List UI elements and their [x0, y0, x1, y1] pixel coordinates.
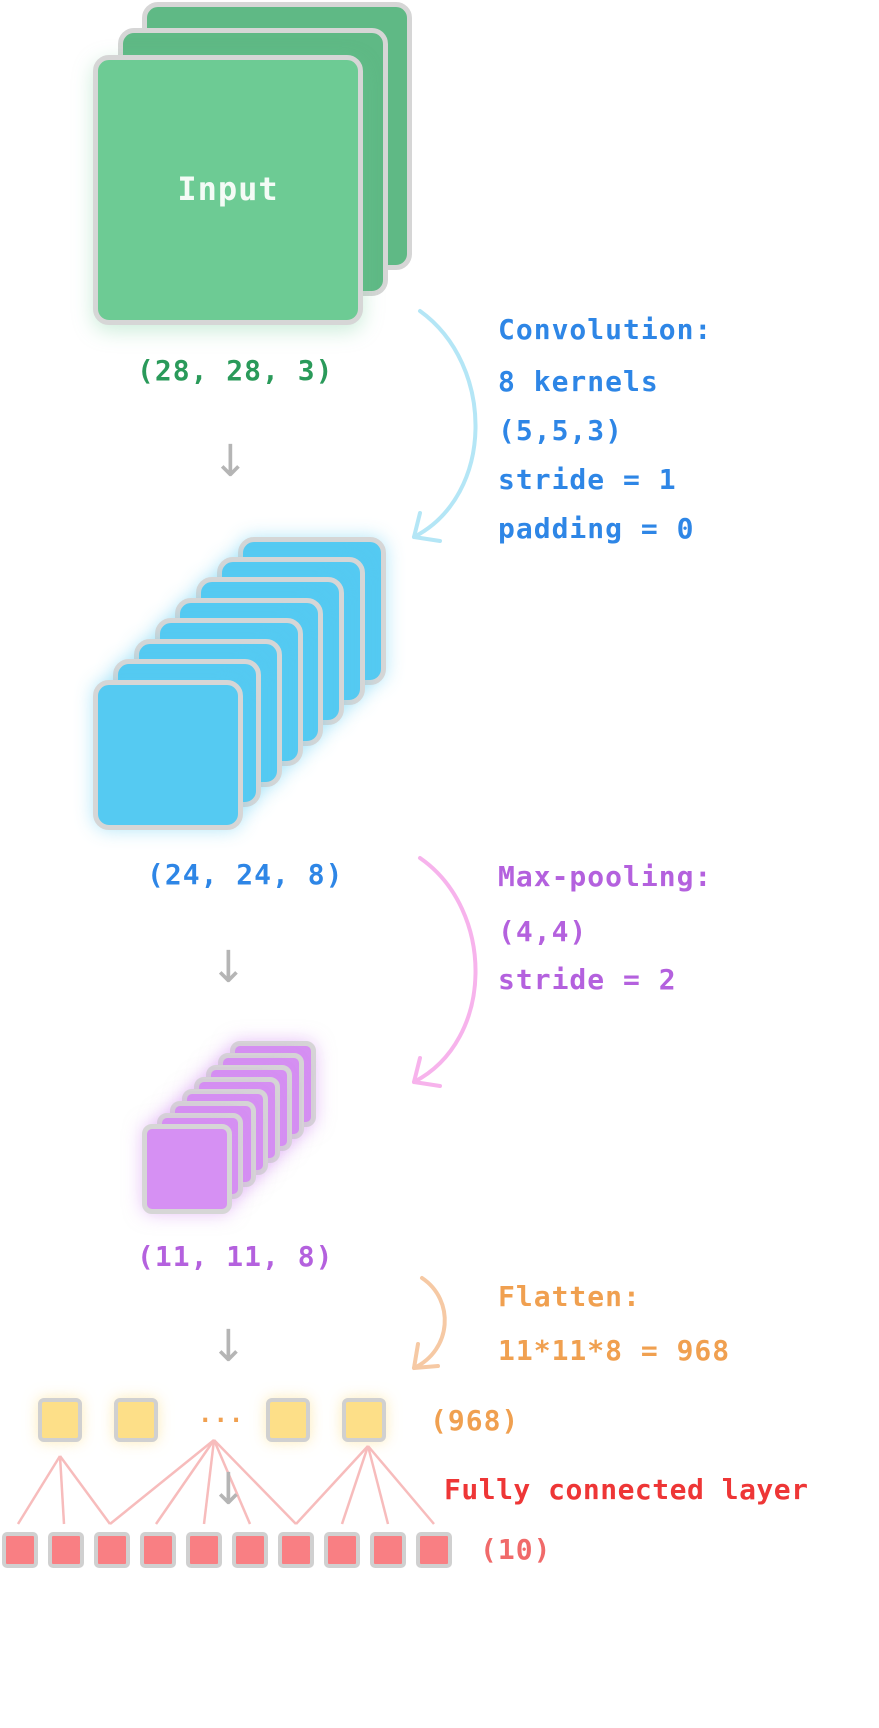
down-arrow-icon: ↓: [210, 1464, 247, 1515]
output-neuron: [324, 1532, 360, 1568]
down-arrow-icon: ↓: [210, 942, 247, 993]
pool-feature-map: [142, 1124, 232, 1214]
output-neuron: [186, 1532, 222, 1568]
convolution-padding: padding = 0: [498, 512, 695, 545]
convolution-kernel-size: (5,5,3): [498, 414, 624, 447]
output-neuron: [370, 1532, 406, 1568]
output-neuron: [232, 1532, 268, 1568]
maxpool-title: Max-pooling:: [498, 860, 713, 893]
output-neuron: [2, 1532, 38, 1568]
flatten-neuron: [342, 1398, 386, 1442]
fc-connections: [16, 1439, 435, 1525]
maxpool-stride: stride = 2: [498, 963, 677, 996]
input-shape-label: (28, 28, 3): [137, 354, 334, 387]
output-neuron: [140, 1532, 176, 1568]
convolution-stride: stride = 1: [498, 463, 677, 496]
down-arrow-icon: ↓: [210, 1321, 247, 1372]
output-neuron: [278, 1532, 314, 1568]
flatten-neuron: [114, 1398, 158, 1442]
fully-connected-title: Fully connected layer: [444, 1473, 809, 1506]
output-neuron: [416, 1532, 452, 1568]
maxpool-size: (4,4): [498, 915, 588, 948]
convolution-kernels: 8 kernels: [498, 365, 659, 398]
conv-shape-label: (24, 24, 8): [147, 858, 344, 891]
curved-arrow-icon: [412, 1276, 447, 1370]
output-shape-label: (10): [480, 1533, 552, 1566]
output-neuron: [94, 1532, 130, 1568]
input-channel-1: [93, 55, 363, 325]
curved-arrow-icon: [412, 309, 478, 543]
flatten-formula: 11*11*8 = 968: [498, 1334, 731, 1367]
curved-arrow-icon: [412, 856, 478, 1088]
flatten-neuron: [38, 1398, 82, 1442]
flatten-ellipsis: ...: [198, 1400, 245, 1428]
input-label: Input: [177, 170, 279, 208]
flatten-shape-label: (968): [430, 1404, 520, 1437]
convolution-title: Convolution:: [498, 313, 713, 346]
conv-feature-map: [93, 680, 243, 830]
output-neuron: [48, 1532, 84, 1568]
flatten-title: Flatten:: [498, 1280, 641, 1313]
flatten-neuron: [266, 1398, 310, 1442]
pool-shape-label: (11, 11, 8): [137, 1240, 334, 1273]
down-arrow-icon: ↓: [212, 436, 249, 487]
